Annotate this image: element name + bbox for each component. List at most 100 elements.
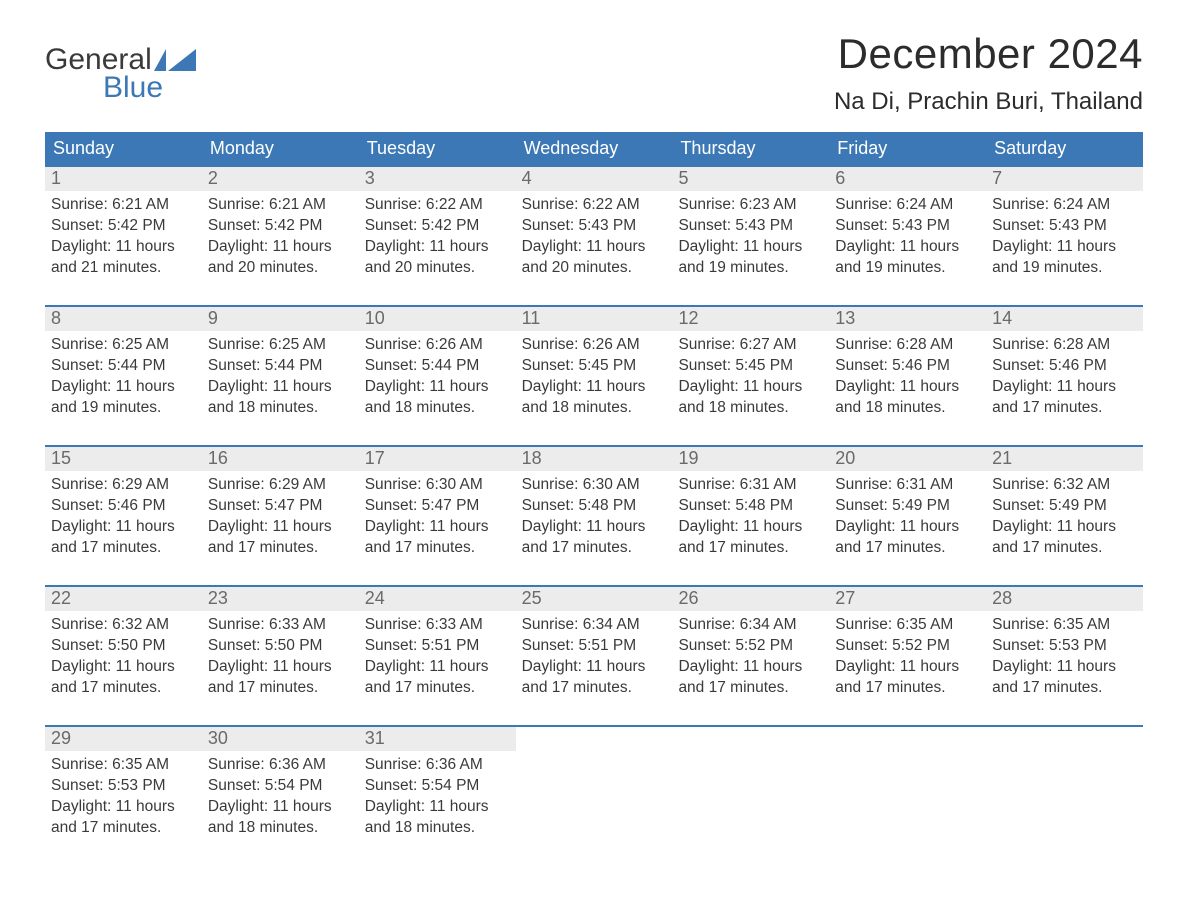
sunset-label: Sunset: bbox=[992, 217, 1049, 234]
daylight-line-1: Daylight: 11 hours bbox=[992, 517, 1137, 538]
daylight-line-1: Daylight: 11 hours bbox=[51, 237, 196, 258]
sunset-line: Sunset: 5:44 PM bbox=[51, 356, 196, 377]
sunset-label: Sunset: bbox=[365, 497, 422, 514]
sunrise-line: Sunrise: 6:28 AM bbox=[835, 335, 980, 356]
sunset-label: Sunset: bbox=[208, 777, 265, 794]
daylight-label: Daylight: bbox=[51, 798, 116, 815]
sunrise-label: Sunrise: bbox=[208, 616, 269, 633]
daylight-line-1: Daylight: 11 hours bbox=[522, 657, 667, 678]
sunrise-line: Sunrise: 6:21 AM bbox=[208, 195, 353, 216]
day-number: 13 bbox=[829, 307, 986, 331]
daylight-line-2: and 18 minutes. bbox=[835, 398, 980, 419]
sunrise-value: 6:26 AM bbox=[583, 336, 640, 353]
sunrise-value: 6:23 AM bbox=[740, 196, 797, 213]
sunset-line: Sunset: 5:53 PM bbox=[992, 636, 1137, 657]
month-title: December 2024 bbox=[834, 30, 1143, 78]
daylight-line-1: Daylight: 11 hours bbox=[992, 237, 1137, 258]
day-number: 3 bbox=[359, 167, 516, 191]
sunrise-line: Sunrise: 6:26 AM bbox=[522, 335, 667, 356]
sunrise-line: Sunrise: 6:31 AM bbox=[678, 475, 823, 496]
sunrise-line: Sunrise: 6:35 AM bbox=[992, 615, 1137, 636]
sunset-line: Sunset: 5:43 PM bbox=[992, 216, 1137, 237]
sunset-line: Sunset: 5:43 PM bbox=[835, 216, 980, 237]
day-cell: 12Sunrise: 6:27 AMSunset: 5:45 PMDayligh… bbox=[672, 307, 829, 427]
sunset-label: Sunset: bbox=[678, 637, 735, 654]
sunset-line: Sunset: 5:49 PM bbox=[992, 496, 1137, 517]
sunrise-value: 6:28 AM bbox=[1053, 336, 1110, 353]
day-content: Sunrise: 6:23 AM Sunset: 5:43 PMDaylight:… bbox=[672, 191, 829, 283]
sunrise-value: 6:36 AM bbox=[269, 756, 326, 773]
day-content: Sunrise: 6:32 AMSunset: 5:50 PMDaylight:… bbox=[45, 611, 202, 703]
daylight-line-2: and 19 minutes. bbox=[678, 258, 823, 279]
daylight-label: Daylight: bbox=[208, 238, 273, 255]
sunrise-label: Sunrise: bbox=[992, 196, 1053, 213]
day-content: Sunrise: 6:30 AMSunset: 5:47 PMDaylight:… bbox=[359, 471, 516, 563]
daylight-hours: 11 hours bbox=[429, 798, 488, 815]
daylight-label: Daylight: bbox=[678, 238, 743, 255]
day-cell: 8Sunrise: 6:25 AMSunset: 5:44 PMDaylight… bbox=[45, 307, 202, 427]
day-cell: 20Sunrise: 6:31 AMSunset: 5:49 PMDayligh… bbox=[829, 447, 986, 567]
day-number: 5 bbox=[672, 167, 829, 191]
sunrise-line: Sunrise: 6:29 AM bbox=[208, 475, 353, 496]
sunset-line: Sunset: 5:47 PM bbox=[365, 496, 510, 517]
sunrise-line: Sunrise: 6:35 AM bbox=[51, 755, 196, 776]
daylight-hours: 11 hours bbox=[743, 658, 802, 675]
day-number: 7 bbox=[986, 167, 1143, 191]
sunrise-label: Sunrise: bbox=[678, 196, 739, 213]
day-number: 28 bbox=[986, 587, 1143, 611]
sunset-label: Sunset: bbox=[51, 497, 108, 514]
sunrise-line: Sunrise: 6:32 AM bbox=[992, 475, 1137, 496]
sunrise-value: 6:21 AM bbox=[112, 196, 169, 213]
sunrise-value: 6:30 AM bbox=[426, 476, 483, 493]
sunset-value: 5:47 PM bbox=[265, 497, 323, 514]
sunset-value: 5:50 PM bbox=[108, 637, 166, 654]
day-cell: 29Sunrise: 6:35 AMSunset: 5:53 PMDayligh… bbox=[45, 727, 202, 847]
daylight-line-1: Daylight: 11 hours bbox=[208, 517, 353, 538]
daylight-hours: 11 hours bbox=[429, 658, 488, 675]
sunrise-value: 6:36 AM bbox=[426, 756, 483, 773]
daylight-hours: 11 hours bbox=[272, 238, 331, 255]
day-number: 14 bbox=[986, 307, 1143, 331]
sunset-line: Sunset: 5:50 PM bbox=[208, 636, 353, 657]
daylight-label: Daylight: bbox=[365, 518, 430, 535]
sunset-line: Sunset: 5:43 PM bbox=[678, 216, 823, 237]
week-row: 1Sunrise: 6:21 AMSunset: 5:42 PMDaylight… bbox=[45, 165, 1143, 287]
sunset-label: Sunset: bbox=[51, 357, 108, 374]
sunrise-value: 6:32 AM bbox=[1053, 476, 1110, 493]
sunset-value: 5:53 PM bbox=[1049, 637, 1107, 654]
sunset-label: Sunset: bbox=[51, 637, 108, 654]
sunset-value: 5:49 PM bbox=[892, 497, 950, 514]
sunrise-line: Sunrise: 6:34 AM bbox=[678, 615, 823, 636]
daylight-line-2: and 17 minutes. bbox=[678, 678, 823, 699]
daylight-line-2: and 17 minutes. bbox=[365, 538, 510, 559]
sunrise-line: Sunrise: 6:22 AM bbox=[522, 195, 667, 216]
sunset-line: Sunset: 5:44 PM bbox=[365, 356, 510, 377]
sunrise-label: Sunrise: bbox=[208, 476, 269, 493]
logo-word-2: Blue bbox=[45, 73, 163, 103]
sunrise-value: 6:31 AM bbox=[740, 476, 797, 493]
sunrise-label: Sunrise: bbox=[365, 756, 426, 773]
day-number: 6 bbox=[829, 167, 986, 191]
sunset-line: Sunset: 5:49 PM bbox=[835, 496, 980, 517]
sunset-label: Sunset: bbox=[522, 637, 579, 654]
day-cell: 4Sunrise: 6:22 AMSunset: 5:43 PMDaylight… bbox=[516, 167, 673, 287]
day-content: Sunrise: 6:28 AMSunset: 5:46 PMDaylight:… bbox=[829, 331, 986, 423]
daylight-hours: 11 hours bbox=[586, 238, 645, 255]
daylight-label: Daylight: bbox=[835, 518, 900, 535]
sunset-value: 5:47 PM bbox=[422, 497, 480, 514]
sunset-value: 5:45 PM bbox=[578, 357, 636, 374]
sunset-line: Sunset: 5:44 PM bbox=[208, 356, 353, 377]
daylight-line-2: and 17 minutes. bbox=[992, 398, 1137, 419]
daylight-hours: 11 hours bbox=[116, 238, 175, 255]
sunset-value: 5:49 PM bbox=[1049, 497, 1107, 514]
sunset-label: Sunset: bbox=[522, 217, 579, 234]
daylight-line-2: and 17 minutes. bbox=[51, 538, 196, 559]
daylight-hours: 11 hours bbox=[1057, 518, 1116, 535]
day-number: 8 bbox=[45, 307, 202, 331]
sunset-line: Sunset: 5:42 PM bbox=[208, 216, 353, 237]
weeks-container: 1Sunrise: 6:21 AMSunset: 5:42 PMDaylight… bbox=[45, 165, 1143, 847]
daylight-label: Daylight: bbox=[208, 658, 273, 675]
daylight-hours: 11 hours bbox=[429, 518, 488, 535]
daylight-line-2: and 21 minutes. bbox=[51, 258, 196, 279]
sunset-label: Sunset: bbox=[208, 637, 265, 654]
